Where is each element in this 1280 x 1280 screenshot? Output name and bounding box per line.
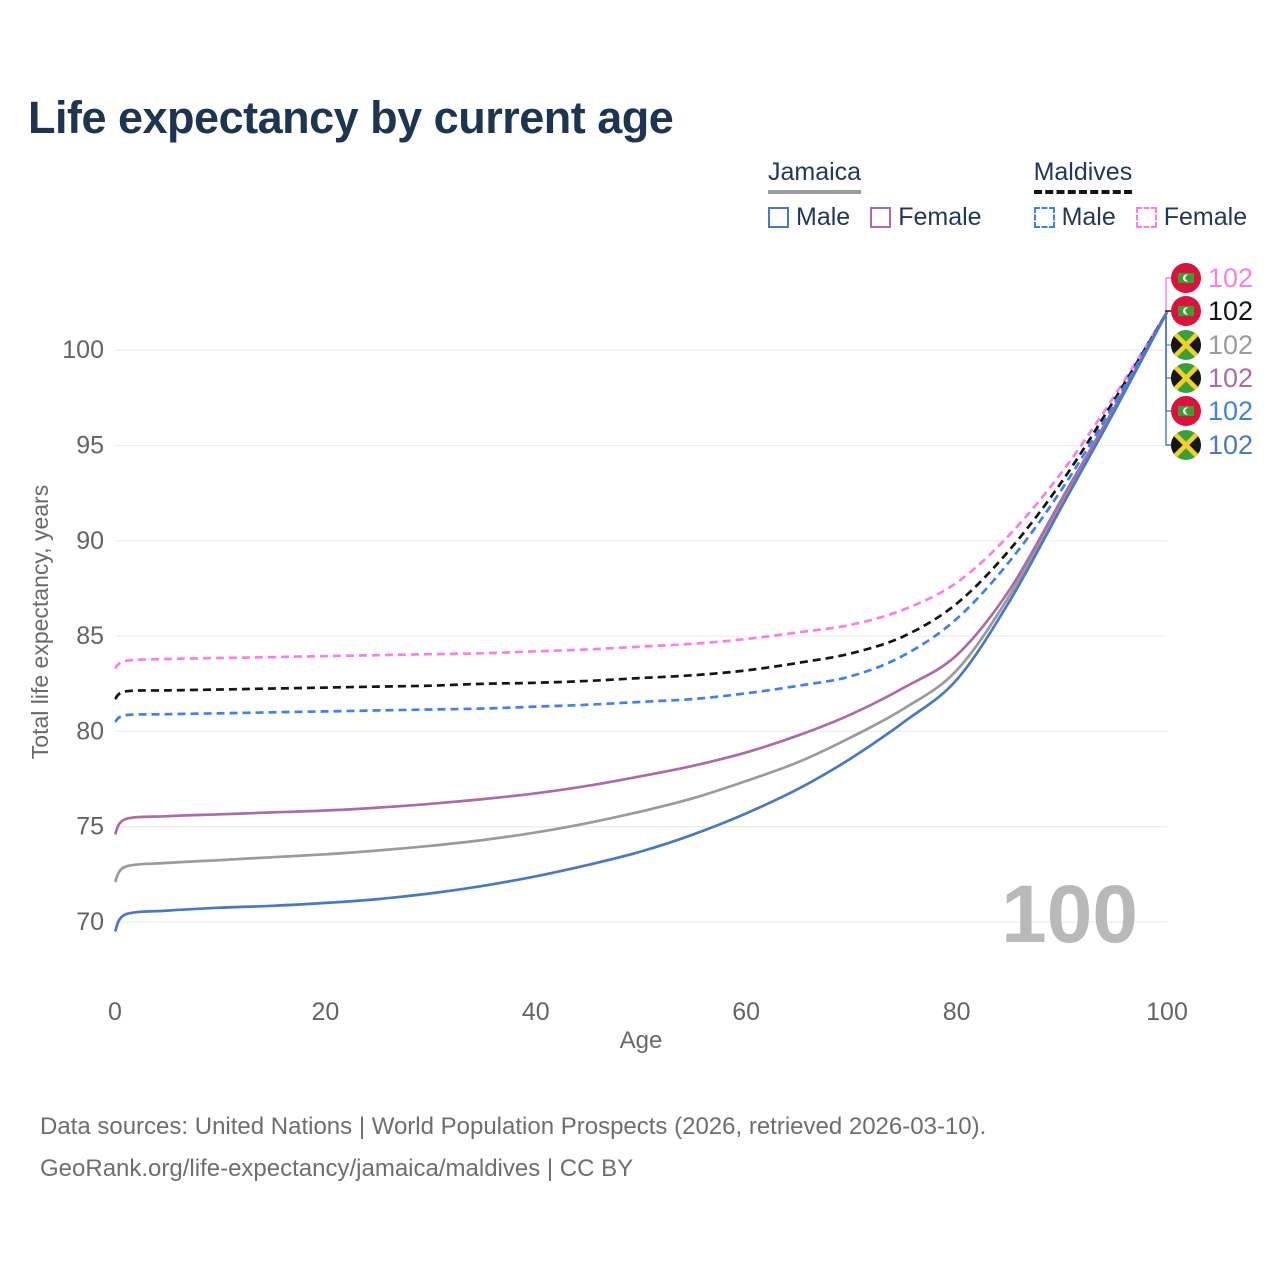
x-tick-label: 40 xyxy=(522,998,550,1026)
maldives-flag-icon xyxy=(1171,396,1201,426)
footer: Data sources: United Nations | World Pop… xyxy=(40,1106,986,1190)
end-label-jamaica: 102 xyxy=(1208,330,1253,360)
series-line-jamaica-male[interactable] xyxy=(113,311,1169,933)
series-line-jamaica-female[interactable] xyxy=(113,311,1169,836)
y-tick-label: 95 xyxy=(76,432,104,460)
attribution-note: GeoRank.org/life-expectancy/jamaica/mald… xyxy=(40,1155,634,1182)
legend-label-maldives-female[interactable]: Female xyxy=(1163,203,1248,231)
legend-swatch-jamaica-female[interactable] xyxy=(870,207,892,228)
series-line-jamaica[interactable] xyxy=(113,311,1169,883)
y-tick-label: 70 xyxy=(76,908,104,936)
legend-label-maldives-male[interactable]: Male xyxy=(1061,203,1116,231)
legend-country-jamaica[interactable]: Jamaica xyxy=(768,158,862,194)
legend-label-jamaica-male[interactable]: Male xyxy=(796,203,851,231)
data-sources-note: Data sources: United Nations | World Pop… xyxy=(40,1113,987,1140)
series-line-maldives-male[interactable] xyxy=(114,311,1169,724)
series-line-maldives[interactable] xyxy=(114,311,1169,701)
legend-label-jamaica-female[interactable]: Female xyxy=(898,203,982,231)
maldives-flag-icon xyxy=(1171,296,1201,326)
y-tick-label: 75 xyxy=(76,813,104,841)
jamaica-flag-icon xyxy=(1171,363,1201,393)
y-tick-label: 100 xyxy=(62,336,104,364)
y-tick-label: 80 xyxy=(76,717,104,745)
page-title: Life expectancy by current age xyxy=(28,92,674,143)
jamaica-flag-icon xyxy=(1171,430,1201,460)
x-tick-label: 0 xyxy=(108,998,122,1026)
end-label-maldives-male: 102 xyxy=(1208,396,1253,426)
leader-line-maldives-male xyxy=(1165,312,1176,412)
x-tick-label: 80 xyxy=(943,998,971,1026)
end-label-maldives: 102 xyxy=(1208,296,1253,326)
x-tick-label: 100 xyxy=(1146,998,1188,1026)
x-tick-label: 20 xyxy=(311,998,339,1026)
y-tick-label: 85 xyxy=(76,622,104,650)
y-tick-label: 90 xyxy=(76,527,104,555)
series-line-maldives-female[interactable] xyxy=(114,311,1169,670)
legend-group-jamaica: Jamaica Male Female xyxy=(768,158,1002,232)
legend-group-maldives: Maldives Male Female xyxy=(1033,158,1268,232)
x-axis-title: Age xyxy=(620,1027,663,1054)
legend-country-maldives[interactable]: Maldives xyxy=(1033,158,1133,194)
maldives-flag-icon xyxy=(1171,263,1201,293)
legend-swatch-jamaica-male[interactable] xyxy=(768,207,789,228)
legend-swatch-maldives-male[interactable] xyxy=(1033,207,1055,228)
legend: Jamaica Male Female Maldives Male Female xyxy=(768,158,1267,232)
x-tick-label: 60 xyxy=(732,998,760,1026)
end-label-jamaica-female: 102 xyxy=(1208,363,1253,393)
legend-swatch-maldives-female[interactable] xyxy=(1135,207,1157,228)
end-label-maldives-female: 102 xyxy=(1208,263,1253,293)
y-axis-title: Total life expectancy, years xyxy=(27,485,53,759)
end-label-jamaica-male: 102 xyxy=(1208,430,1253,460)
jamaica-flag-icon xyxy=(1171,330,1201,360)
